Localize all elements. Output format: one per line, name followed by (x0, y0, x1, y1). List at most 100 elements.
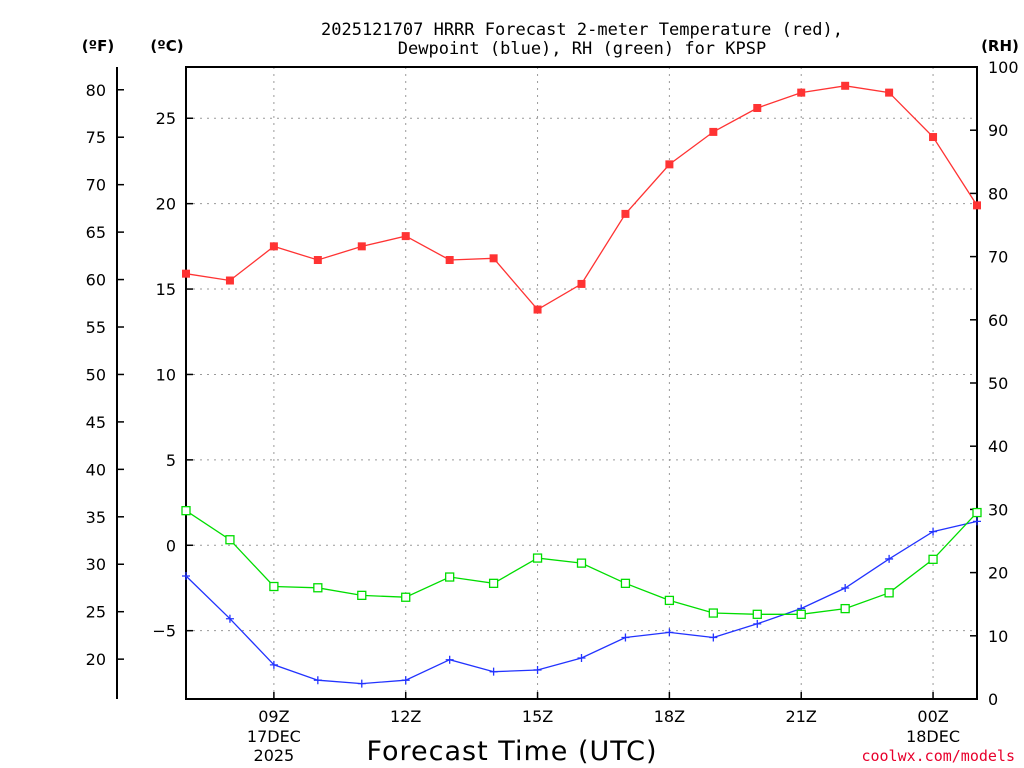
rh-point (752, 609, 762, 619)
dewpoint-point (445, 655, 454, 664)
celsius-tick-label: 5 (166, 451, 176, 470)
rh-tick-label: 80 (988, 184, 1008, 203)
fahrenheit-tick-label: 30 (86, 555, 106, 574)
date-label: 17DEC (247, 727, 301, 746)
rh-point (532, 553, 543, 563)
temperature-point (269, 242, 278, 251)
temperature-point (709, 127, 718, 136)
celsius-tick-label: 25 (156, 109, 176, 128)
rh-point (357, 590, 367, 601)
temperature-point (401, 232, 410, 241)
fahrenheit-tick-label: 45 (86, 413, 106, 432)
rh-tick-label: 70 (988, 248, 1008, 267)
temperature-point (313, 256, 322, 265)
temperature-point (489, 254, 498, 263)
rh-tick-label: 40 (988, 437, 1008, 456)
chart-title-line2: Dewpoint (blue), RH (green) for KPSP (398, 39, 766, 59)
rh-point (796, 609, 806, 619)
rh-point (269, 581, 279, 592)
chart-title-line1: 2025121707 HRRR Forecast 2-meter Tempera… (321, 20, 843, 40)
celsius-tick-label: 20 (156, 195, 176, 214)
rh-tick-label: 10 (988, 627, 1008, 646)
temperature-point (577, 279, 586, 288)
source-credit: coolwx.com/models (861, 747, 1015, 765)
x-axis-title: Forecast Time (UTC) (366, 736, 657, 767)
dewpoint-point (533, 665, 542, 674)
temperature-point (357, 242, 366, 251)
rh-point (181, 506, 191, 516)
dewpoint-point (225, 614, 234, 623)
rh-series (181, 506, 982, 619)
rh-point (620, 578, 631, 588)
temperature-point (841, 81, 850, 90)
celsius-tick-label: 15 (156, 280, 176, 299)
celsius-tick-label: 10 (156, 365, 176, 384)
temperature-point (445, 256, 454, 265)
celsius-tick-label: −5 (152, 622, 176, 641)
rh-point (313, 583, 323, 593)
fahrenheit-tick-label: 75 (86, 128, 106, 147)
dewpoint-point (401, 676, 410, 685)
fahrenheit-tick-label: 65 (86, 223, 106, 242)
rh-tick-label: 100 (988, 58, 1019, 77)
fahrenheit-tick-label: 80 (86, 81, 106, 100)
rh-point (664, 595, 675, 606)
temperature-point (665, 160, 674, 169)
temperature-point (621, 209, 630, 218)
time-tick-label: 09Z (258, 707, 289, 726)
dewpoint-point (929, 527, 938, 536)
time-tick-label: 12Z (390, 707, 421, 726)
temperature-point (533, 305, 542, 314)
dewpoint-point (973, 517, 981, 526)
rh-point (225, 535, 235, 545)
dewpoint-point (269, 660, 278, 669)
fahrenheit-tick-label: 25 (86, 603, 106, 622)
temperature-line (185, 85, 978, 311)
dewpoint-point (182, 572, 190, 581)
temperature-series (182, 81, 981, 314)
temperature-point (929, 133, 938, 142)
rh-tick-label: 90 (988, 121, 1008, 140)
rh-point (708, 608, 718, 618)
dewpoint-point (621, 633, 630, 642)
dewpoint-point (841, 583, 850, 592)
fahrenheit-tick-label: 55 (86, 318, 106, 337)
rh-point (884, 588, 894, 598)
time-tick-label: 00Z (917, 707, 948, 726)
temperature-point (885, 88, 894, 97)
celsius-tick-label: 0 (166, 536, 176, 555)
dewpoint-point (577, 654, 586, 663)
fahrenheit-tick-label: 50 (86, 365, 106, 384)
dewpoint-point (313, 676, 322, 685)
temperature-point (225, 276, 234, 285)
rh-unit-label: (RH) (981, 37, 1019, 55)
celsius-axis-ticks: 25 20 15 10 5 0 −5 (152, 109, 193, 641)
fahrenheit-tick-label: 70 (86, 176, 106, 195)
temperature-point (797, 88, 806, 97)
dewpoint-point (753, 619, 762, 628)
rh-tick-label: 50 (988, 374, 1008, 393)
fahrenheit-unit-label: (ºF) (82, 37, 114, 55)
time-tick-label: 15Z (522, 707, 553, 726)
rh-tick-label: 30 (988, 500, 1008, 519)
rh-point (445, 572, 455, 582)
dewpoint-point (885, 554, 894, 563)
fahrenheit-tick-label: 40 (86, 460, 106, 479)
fahrenheit-tick-label: 20 (86, 650, 106, 669)
fahrenheit-tick-label: 35 (86, 508, 106, 527)
dewpoint-point (489, 667, 498, 676)
rh-tick-label: 60 (988, 311, 1008, 330)
series-layer (181, 81, 982, 688)
rh-point (840, 603, 850, 614)
temperature-point (753, 103, 762, 112)
rh-point (488, 578, 499, 588)
rh-tick-label: 20 (988, 564, 1008, 583)
rh-tick-label: 0 (988, 690, 998, 709)
dewpoint-point (665, 628, 674, 637)
celsius-unit-label: (ºC) (150, 37, 183, 55)
time-tick-label: 18Z (654, 707, 685, 726)
time-tick-label: 21Z (786, 707, 817, 726)
rh-point (576, 558, 587, 568)
